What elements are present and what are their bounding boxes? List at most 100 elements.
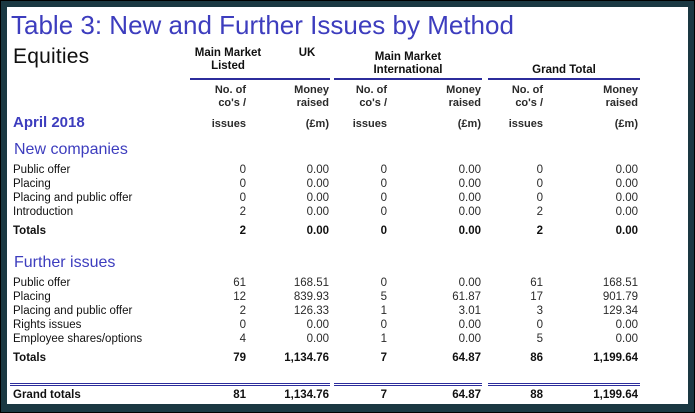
money-cell: 901.79 (602, 291, 638, 303)
grand-totals-segment-1: Grand totals 81 1,134.76 (10, 383, 330, 404)
money-cell: 0.00 (615, 192, 638, 204)
period-label: April 2018 (13, 114, 85, 131)
table-row: Rights issues 0 0.00 0 0.00 0 0.00 (10, 318, 688, 332)
group2-line2: International (373, 64, 443, 76)
money-cell: 0.00 (615, 164, 638, 176)
issues-cell: 2 (239, 206, 246, 218)
money-cell: 64.87 (452, 389, 481, 401)
subheader-issues: No. of co's / issues (508, 84, 543, 130)
grand-totals-segment-3: 88 1,199.64 (488, 383, 640, 404)
money-cell: 168.51 (602, 277, 638, 289)
issues-cell: 79 (233, 352, 246, 364)
money-cell: 1,134.76 (284, 352, 329, 364)
issues-cell: 2 (536, 206, 543, 218)
group2-line1: Main Market (374, 51, 442, 63)
totals-row: Totals 79 1,134.76 7 64.87 86 1,199.64 (10, 351, 688, 366)
group1-left-label: Main Market Listed (190, 47, 266, 73)
money-cell: 0.00 (306, 225, 329, 237)
table-row: Placing and public offer 0 0.00 0 0.00 0… (10, 191, 688, 205)
money-cell: 0.00 (306, 206, 329, 218)
issues-cell: 0 (380, 178, 387, 190)
table-row: Employee shares/options 4 0.00 1 0.00 5 … (10, 332, 688, 346)
column-group-header-row: Equities Main Market Listed UK Main Mark… (10, 44, 688, 80)
issues-cell: 2 (239, 225, 246, 237)
issues-cell: 3 (536, 305, 543, 317)
issues-cell: 0 (536, 192, 543, 204)
money-cell: 61.87 (452, 291, 481, 303)
period-cell: April 2018 (10, 84, 190, 131)
row-label: Grand totals (13, 389, 81, 401)
issues-cell: 0 (380, 164, 387, 176)
issues-cell: 7 (380, 352, 387, 364)
issues-cell: 0 (239, 192, 246, 204)
subheader-row: April 2018 No. of co's / issues Money ra… (10, 84, 688, 131)
money-cell: 0.00 (458, 333, 481, 345)
money-cell: 129.34 (602, 305, 638, 317)
issues-cell: 1 (380, 333, 387, 345)
issues-cell: 0 (536, 164, 543, 176)
row-label: Placing and public offer (13, 192, 133, 204)
issues-cell: 12 (233, 291, 246, 303)
money-cell: 0.00 (306, 192, 329, 204)
table-row: Public offer 61 168.51 0 0.00 61 168.51 (10, 276, 688, 290)
issues-cell: 0 (380, 319, 387, 331)
issues-cell: 0 (239, 319, 246, 331)
row-label: Rights issues (13, 319, 82, 331)
money-cell: 1,199.64 (593, 389, 638, 401)
issues-cell: 17 (530, 291, 543, 303)
totals-row: Totals 2 0.00 0 0.00 2 0.00 (10, 224, 688, 239)
table-row: Introduction 2 0.00 0 0.00 2 0.00 (10, 205, 688, 219)
issues-cell: 2 (536, 225, 543, 237)
row-label: Introduction (13, 206, 74, 218)
issues-cell: 0 (380, 192, 387, 204)
table-title: Table 3: New and Further Issues by Metho… (11, 10, 514, 40)
row-label: Placing (13, 291, 51, 303)
issues-cell: 61 (530, 277, 543, 289)
money-cell: 0.00 (458, 178, 481, 190)
money-cell: 0.00 (615, 178, 638, 190)
issues-cell: 4 (239, 333, 246, 345)
money-cell: 0.00 (306, 333, 329, 345)
money-cell: 0.00 (615, 319, 638, 331)
subheader-money-raised: Money raised (£m) (603, 84, 638, 130)
issues-cell: 88 (530, 389, 543, 401)
row-label: Totals (13, 352, 47, 364)
money-cell: 0.00 (458, 319, 481, 331)
money-cell: 64.87 (452, 352, 481, 364)
money-cell: 0.00 (458, 164, 481, 176)
issues-cell: 61 (233, 277, 246, 289)
row-label: Public offer (13, 277, 71, 289)
money-cell: 126.33 (293, 305, 329, 317)
section-heading-new-companies: New companies (14, 141, 128, 158)
money-cell: 0.00 (306, 178, 329, 190)
group1-line2: Listed (211, 60, 245, 72)
report-page: Table 3: New and Further Issues by Metho… (7, 7, 688, 404)
issues-cell: 0 (536, 319, 543, 331)
equities-heading: Equities (13, 45, 90, 68)
column-group-main-market-international: Main Market International (334, 44, 482, 80)
issues-cell: 0 (380, 206, 387, 218)
money-cell: 0.00 (458, 277, 481, 289)
subheader-issues: No. of co's / issues (352, 84, 387, 130)
money-cell: 168.51 (293, 277, 329, 289)
table-row: Public offer 0 0.00 0 0.00 0 0.00 (10, 163, 688, 177)
row-label: Employee shares/options (13, 333, 143, 345)
column-group-grand-total: Grand Total (488, 44, 640, 80)
subheader-money-raised: Money raised (£m) (294, 84, 329, 130)
money-cell: 0.00 (615, 206, 638, 218)
row-label: Placing (13, 178, 51, 190)
issues-cell: 0 (239, 164, 246, 176)
grand-totals-segment-2: 7 64.87 (334, 383, 482, 404)
money-cell: 0.00 (458, 192, 481, 204)
row-label: Public offer (13, 164, 71, 176)
entity-cell: Equities (10, 44, 190, 80)
table-row: Placing and public offer 2 126.33 1 3.01… (10, 304, 688, 318)
money-cell: 0.00 (458, 225, 481, 237)
money-cell: 1,199.64 (593, 352, 638, 364)
issues-cell: 5 (536, 333, 543, 345)
group3-label: Grand Total (532, 64, 596, 76)
money-cell: 839.93 (293, 291, 329, 303)
section-heading-further-issues: Further issues (14, 254, 116, 271)
money-cell: 1,134.76 (284, 389, 329, 401)
